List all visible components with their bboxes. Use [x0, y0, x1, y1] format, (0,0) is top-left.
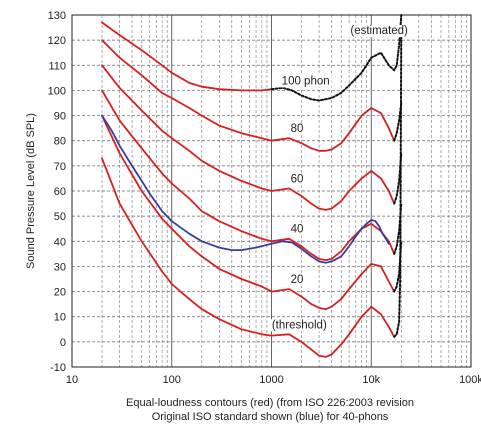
annotation-bg — [269, 319, 329, 332]
annotation-bg — [288, 274, 306, 286]
annotation-label: (threshold) — [272, 319, 327, 331]
y-axis-ticks: -10 0 10 20 30 40 50 60 70 80 90 100 110 120 130 — [48, 10, 66, 374]
grid — [72, 15, 471, 367]
y-tick-label: 10 — [54, 312, 66, 324]
series-line-80 — [101, 39, 396, 152]
annotation-bg — [288, 123, 306, 136]
annotations: (estimated) 100 phon 80 60 40 20 (threshold) — [269, 25, 411, 332]
annotation-label: 100 phon — [282, 75, 330, 87]
series-line-40-ext — [393, 202, 403, 255]
y-tick-label: 90 — [54, 111, 66, 123]
annotation: 20 — [288, 274, 306, 286]
annotation: 60 — [288, 173, 306, 186]
y-tick-label: 100 — [48, 85, 66, 97]
plot-frame — [71, 14, 472, 368]
caption-line-2: Original ISO standard shown (blue) for 4… — [152, 411, 389, 423]
series-line-threshold-ext — [393, 26, 403, 338]
series-line-20-ext — [393, 240, 403, 293]
y-tick-label: 70 — [54, 161, 66, 173]
annotation-label: 80 — [291, 123, 304, 135]
x-tick-label: 100k — [459, 374, 481, 386]
y-tick-label: 0 — [60, 337, 66, 349]
x-tick-label: 10 — [66, 374, 78, 386]
y-axis-title: Sound Pressure Level (dB SPL) — [25, 113, 37, 269]
x-tick-label: 10k — [362, 374, 380, 386]
annotation-bg — [288, 173, 306, 186]
series-line-60 — [101, 64, 396, 211]
series-line-20 — [101, 114, 396, 311]
x-tick-label: 100 — [163, 374, 181, 386]
annotation-label: 60 — [291, 173, 304, 185]
series-line-60-ext — [393, 152, 403, 205]
x-axis-ticks: 10 100 1000 10k 100k — [66, 374, 481, 386]
annotation-label: (estimated) — [350, 25, 408, 37]
series-line-100-ext — [270, 14, 403, 102]
y-tick-label: 50 — [54, 211, 66, 223]
annotation-label: 20 — [291, 274, 304, 286]
annotation: (threshold) — [269, 319, 329, 332]
series-line-80-ext — [393, 102, 403, 142]
y-tick-label: 120 — [48, 35, 66, 47]
annotation-label: 40 — [291, 224, 304, 236]
y-tick-label: 20 — [54, 287, 66, 299]
annotation: (estimated) — [348, 25, 411, 38]
annotation: 40 — [288, 223, 306, 236]
y-tick-label: 60 — [54, 186, 66, 198]
annotation-bg — [348, 25, 411, 38]
series-line-threshold — [101, 157, 396, 358]
annotation: 100 phon — [279, 75, 332, 88]
y-tick-label: 130 — [48, 10, 66, 22]
series-layer — [101, 14, 403, 358]
y-tick-label: 30 — [54, 261, 66, 273]
series-line-100 — [101, 21, 273, 92]
series-line-original-ISO-40-phon — [101, 114, 390, 264]
y-tick-label: 40 — [54, 236, 66, 248]
y-tick-label: -10 — [50, 362, 66, 374]
y-tick-label: 80 — [54, 136, 66, 148]
annotation-bg — [279, 75, 332, 88]
y-tick-label: 110 — [48, 60, 66, 72]
annotation-bg — [288, 223, 306, 236]
x-tick-label: 1000 — [259, 374, 283, 386]
caption-line-1: Equal-loudness contours (red) (from ISO … — [126, 397, 414, 409]
annotation: 80 — [288, 123, 306, 136]
